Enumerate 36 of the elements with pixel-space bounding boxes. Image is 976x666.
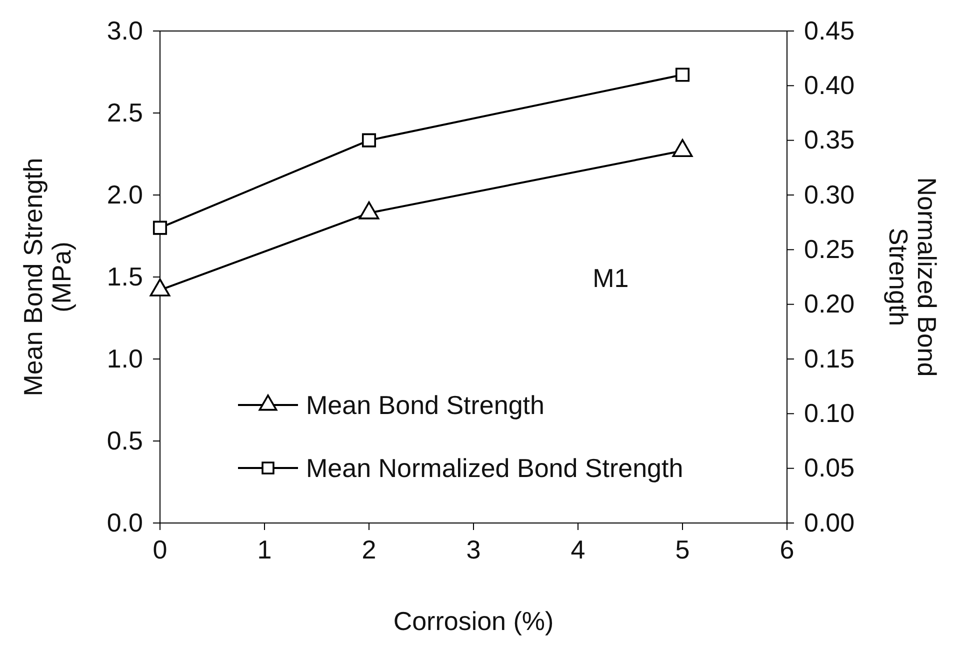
y2-axis-title: Normalized Bond Strength — [883, 177, 942, 377]
point — [362, 133, 376, 148]
x-tick-label: 5 — [675, 534, 690, 564]
y-axis-title: Mean Bond Strength (MPa) — [18, 158, 77, 396]
y2-tick-label: 0.00 — [804, 507, 855, 538]
y-tick-label: 0.0 — [106, 507, 143, 538]
y2-tick-label: 0.20 — [804, 288, 855, 319]
x-tick-label: 1 — [257, 534, 272, 564]
y2-tick-label: 0.40 — [804, 70, 855, 100]
point — [675, 68, 690, 82]
y2-tick-label: 0.25 — [804, 234, 855, 264]
y-tick-label: 2.0 — [106, 179, 143, 210]
annotation: M1 — [592, 263, 629, 293]
point — [152, 220, 168, 235]
x-tick-label: 3 — [466, 534, 481, 564]
x-tick-label: 4 — [570, 534, 586, 564]
point — [672, 139, 693, 157]
legend-label: Mean Bond Strength — [306, 390, 544, 420]
y2-tick-label: 0.35 — [804, 124, 855, 155]
x-tick-label: 0 — [152, 534, 168, 564]
x-tick-label: 2 — [362, 534, 376, 564]
x-tick-label: 6 — [780, 534, 794, 564]
y2-tick-label: 0.15 — [804, 343, 855, 374]
y-tick-label: 3.0 — [106, 15, 143, 46]
y-tick-label: 1.5 — [106, 261, 143, 292]
legend-label: Mean Normalized Bond Strength — [306, 453, 684, 483]
y2-tick-label: 0.30 — [804, 179, 855, 210]
point — [150, 278, 170, 296]
y2-tick-label: 0.45 — [804, 15, 855, 46]
y-tick-label: 0.5 — [106, 425, 143, 456]
y2-tick-label: 0.05 — [804, 452, 855, 483]
y-tick-label: 1.0 — [106, 343, 143, 374]
y2-tick-label: 0.10 — [804, 398, 855, 428]
y-tick-label: 2.5 — [106, 97, 143, 128]
x-axis-title: Corrosion (%) — [393, 606, 554, 636]
point — [358, 201, 380, 220]
